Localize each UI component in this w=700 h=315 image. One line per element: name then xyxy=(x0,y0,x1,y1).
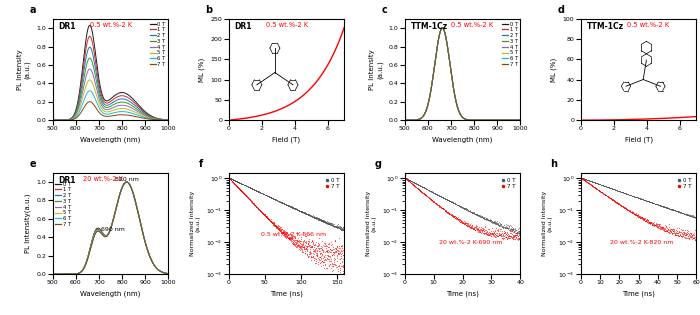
Text: 20 wt.%-2 K: 20 wt.%-2 K xyxy=(83,176,122,182)
Legend: 0 T, 1 T, 2 T, 3 T, 4 T, 5 T, 6 T, 7 T: 0 T, 1 T, 2 T, 3 T, 4 T, 5 T, 6 T, 7 T xyxy=(55,181,71,227)
Text: 0.5 wt.%-2 K-666 nm: 0.5 wt.%-2 K-666 nm xyxy=(261,232,326,237)
Text: 0.5 wt.%-2 K: 0.5 wt.%-2 K xyxy=(265,22,308,28)
Text: TTM-1Cz: TTM-1Cz xyxy=(587,22,624,31)
Text: h: h xyxy=(551,159,558,169)
Text: a: a xyxy=(29,5,36,15)
Text: f: f xyxy=(198,159,203,169)
Text: 0.5 wt.%-2 K: 0.5 wt.%-2 K xyxy=(627,22,669,28)
Y-axis label: ML (%): ML (%) xyxy=(551,57,557,82)
Text: 820 nm: 820 nm xyxy=(115,177,139,182)
X-axis label: Time (ns): Time (ns) xyxy=(446,291,479,297)
X-axis label: Time (ns): Time (ns) xyxy=(622,291,655,297)
Y-axis label: PL Intensity
(a.u.): PL Intensity (a.u.) xyxy=(18,49,31,90)
Y-axis label: PL Intensity(a.u.): PL Intensity(a.u.) xyxy=(25,194,31,253)
Legend: 0 T, 1 T, 2 T, 3 T, 4 T, 5 T, 6 T, 7 T: 0 T, 1 T, 2 T, 3 T, 4 T, 5 T, 6 T, 7 T xyxy=(150,21,166,67)
X-axis label: Time (ns): Time (ns) xyxy=(270,291,303,297)
Text: c: c xyxy=(382,5,387,15)
Legend: 0 T, 7 T: 0 T, 7 T xyxy=(498,175,518,191)
X-axis label: Field (T): Field (T) xyxy=(624,137,652,143)
Text: DR1: DR1 xyxy=(58,176,76,185)
X-axis label: Wavelength (nm): Wavelength (nm) xyxy=(433,137,493,143)
Text: e: e xyxy=(29,159,36,169)
Text: 20 wt.%-2 K-820 nm: 20 wt.%-2 K-820 nm xyxy=(610,240,673,245)
Text: 0.5 wt.%-2 K: 0.5 wt.%-2 K xyxy=(90,22,132,28)
Y-axis label: PL Intensity
(a.u.): PL Intensity (a.u.) xyxy=(370,49,383,90)
Legend: 0 T, 7 T: 0 T, 7 T xyxy=(323,175,342,191)
Text: g: g xyxy=(374,159,382,169)
Text: TTM-1Cz: TTM-1Cz xyxy=(410,22,447,31)
Text: 0.5 wt.%-2 K: 0.5 wt.%-2 K xyxy=(451,22,493,28)
Text: d: d xyxy=(557,5,564,15)
Legend: 0 T, 1 T, 2 T, 3 T, 4 T, 5 T, 6 T, 7 T: 0 T, 1 T, 2 T, 3 T, 4 T, 5 T, 6 T, 7 T xyxy=(502,21,518,67)
Text: DR1: DR1 xyxy=(58,22,76,31)
Text: 690 nm: 690 nm xyxy=(101,227,125,232)
X-axis label: Wavelength (nm): Wavelength (nm) xyxy=(80,291,141,297)
X-axis label: Wavelength (nm): Wavelength (nm) xyxy=(80,137,141,143)
Legend: 0 T, 7 T: 0 T, 7 T xyxy=(675,175,694,191)
Text: 20 wt.%-2 K-690 nm: 20 wt.%-2 K-690 nm xyxy=(440,240,503,245)
Text: b: b xyxy=(205,5,213,15)
Y-axis label: Normalized Intensity
(a.u.): Normalized Intensity (a.u.) xyxy=(190,191,201,256)
Y-axis label: Normalized Intensity
(a.u.): Normalized Intensity (a.u.) xyxy=(366,191,377,256)
Y-axis label: Normalized Intensity
(a.u.): Normalized Intensity (a.u.) xyxy=(542,191,553,256)
Text: DR1: DR1 xyxy=(234,22,252,31)
X-axis label: Field (T): Field (T) xyxy=(272,137,300,143)
Y-axis label: ML (%): ML (%) xyxy=(199,57,205,82)
